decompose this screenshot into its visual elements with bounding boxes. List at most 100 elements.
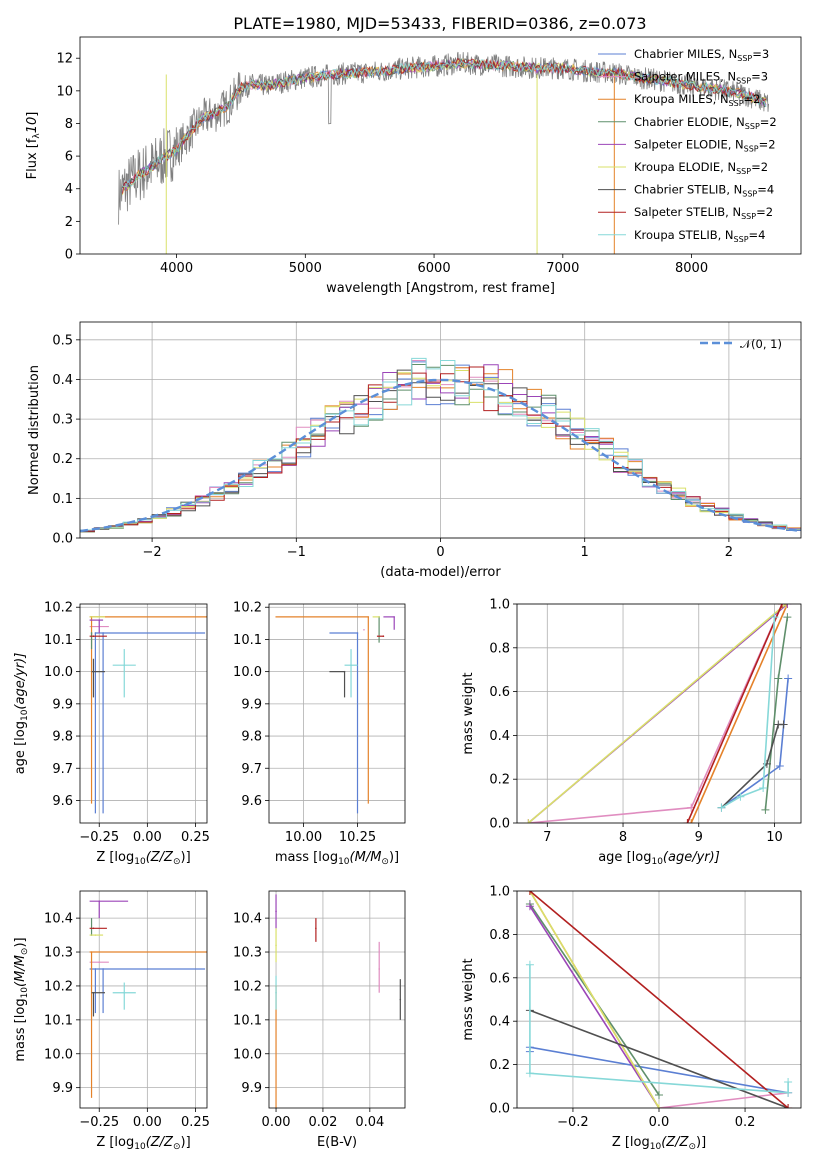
cumulative-marker	[784, 674, 793, 683]
data-point	[98, 619, 101, 621]
y-axis-label: mass weight	[461, 958, 476, 1040]
y-tick-label: 9.9	[241, 1081, 262, 1096]
cumulative-marker	[775, 762, 784, 771]
x-tick-label: 7	[543, 830, 551, 845]
data-point	[90, 951, 93, 953]
x-tick-label: 1	[581, 545, 589, 560]
y-tick-label: 9.9	[241, 697, 262, 712]
axes-frame	[79, 603, 208, 824]
cumulative-marker	[779, 720, 788, 729]
y-tick-label: 9.8	[52, 730, 73, 745]
data-point	[92, 927, 95, 930]
data-point	[367, 616, 370, 618]
x-tick-label: 7000	[546, 261, 579, 276]
data-point	[123, 664, 126, 666]
x-tick-label: −1	[287, 545, 306, 560]
legend-label: Chabrier STELIB, NSSP=4	[634, 183, 774, 199]
data-point	[363, 628, 365, 631]
y-tick-label: 10.1	[233, 633, 262, 648]
cumulative-marker	[783, 604, 792, 608]
data-point	[92, 670, 95, 673]
data-point	[98, 900, 101, 902]
x-axis-label: age [log10(age/yr)]	[598, 850, 720, 867]
cumulative-marker	[761, 805, 770, 814]
cumulative-marker	[655, 1090, 663, 1099]
cumulative-marker	[655, 1104, 663, 1108]
y-tick-label: 9.8	[241, 730, 262, 745]
cumulative-line-kroupa-stelib	[529, 964, 789, 1094]
data-point	[94, 632, 97, 634]
cumulative-marker	[687, 819, 696, 823]
y-tick-label: 2	[65, 215, 73, 230]
cumulative-marker	[525, 1069, 534, 1078]
x-tick-label: 0.00	[262, 1115, 291, 1130]
plot-area	[275, 616, 396, 814]
legend-label: Salpeter MILES, NSSP=3	[634, 70, 768, 86]
data-point	[96, 616, 99, 618]
histogram-salpeter-elodie	[80, 364, 801, 532]
data-point	[378, 616, 380, 618]
y-axis-label: mass [log10(M/M⊙)]	[13, 937, 30, 1061]
legend-label: Chabrier MILES, NSSP=3	[634, 47, 769, 63]
spectrum-legend: Chabrier MILES, NSSP=3 Salpeter MILES, NS…	[598, 47, 777, 244]
x-axis-label: (data-model)/error	[380, 565, 501, 580]
mass_vs_Z-panel: −0.25 0.00 0.25 9.9 10.0 10.1 10.2 10.3 10.4 Z [l…	[13, 890, 210, 1152]
x-tick-label: 0	[436, 545, 444, 560]
plot-area	[89, 900, 207, 1098]
x-tick-label: 9	[695, 830, 703, 845]
y-tick-label: 10.2	[44, 601, 73, 616]
x-axis-label: E(B-V)	[317, 1135, 357, 1150]
cumulative-marker	[770, 613, 779, 622]
cumulative-line-salpeter-miles	[658, 1092, 789, 1108]
y-tick-label: 8	[65, 117, 73, 132]
data-point	[275, 910, 277, 913]
x-tick-label: 0.04	[355, 1115, 384, 1130]
cumulative-line-salpeter-stelib	[529, 891, 789, 1108]
age_vs_Z-panel: −0.25 0.00 0.25 9.6 9.7 9.8 9.9 10.0 10.1 10.2 Z […	[13, 601, 210, 867]
axes-frame	[268, 603, 406, 824]
y-tick-label: 10.1	[233, 1013, 262, 1028]
y-tick-label: 9.6	[241, 794, 262, 809]
y-tick-label: 0.8	[489, 641, 510, 656]
data-point	[98, 961, 101, 964]
y-tick-label: 4	[65, 182, 73, 197]
y-tick-label: 0.5	[52, 333, 73, 348]
cumulative-marker	[683, 819, 692, 823]
y-tick-label: 0.4	[489, 1015, 510, 1030]
cumulative-marker	[525, 902, 534, 911]
x-tick-label: 10.00	[285, 830, 322, 845]
data-point	[343, 670, 346, 673]
y-tick-label: 10.4	[44, 912, 73, 927]
y-tick-label: 0.4	[52, 373, 73, 388]
cumulative-marker	[783, 613, 792, 622]
data-point	[102, 632, 104, 634]
legend-label: Kroupa STELIB, NSSP=4	[634, 228, 765, 244]
data-point	[378, 968, 381, 970]
y-tick-label: 0.0	[489, 817, 510, 832]
legend-label: 𝒩(0, 1)	[740, 337, 782, 351]
y-tick-label: 0.0	[489, 1102, 510, 1117]
y-tick-label: 10.3	[233, 946, 262, 961]
cumulative-line-salpeter-stelib	[686, 604, 783, 823]
plot-area	[525, 891, 793, 1108]
x-axis-label: Z [log10(Z/Z⊙)]	[612, 1135, 706, 1152]
residuals-panel: −2 −1 0 1 2 0.0 0.1 0.2 0.3 0.4 0.5 (data-model)/er…	[27, 321, 802, 580]
x-tick-label: 0.25	[181, 1115, 210, 1130]
cum_weight_vs_age-panel: 7 8 9 10 0.0 0.2 0.4 0.6 0.8 1.0 age [log10(age/yr…	[461, 598, 802, 867]
spectrum-data-line	[118, 51, 769, 225]
x-tick-label: 2	[725, 545, 733, 560]
x-tick-label: −2	[143, 545, 162, 560]
data-point	[90, 632, 93, 634]
data-point	[94, 934, 97, 936]
y-tick-label: 10.3	[44, 946, 73, 961]
plot-area	[524, 604, 793, 823]
cumulative-line-kroupa-elodie	[527, 604, 787, 823]
y-tick-label: 10.0	[44, 665, 73, 680]
cumulative-line-kroupa-miles	[690, 604, 789, 823]
y-tick-label: 0.8	[489, 928, 510, 943]
histogram-chabrier-stelib	[80, 369, 801, 533]
y-tick-label: 10.1	[44, 1013, 73, 1028]
y-tick-label: 0.2	[52, 452, 73, 467]
y-tick-label: 10.0	[233, 665, 262, 680]
